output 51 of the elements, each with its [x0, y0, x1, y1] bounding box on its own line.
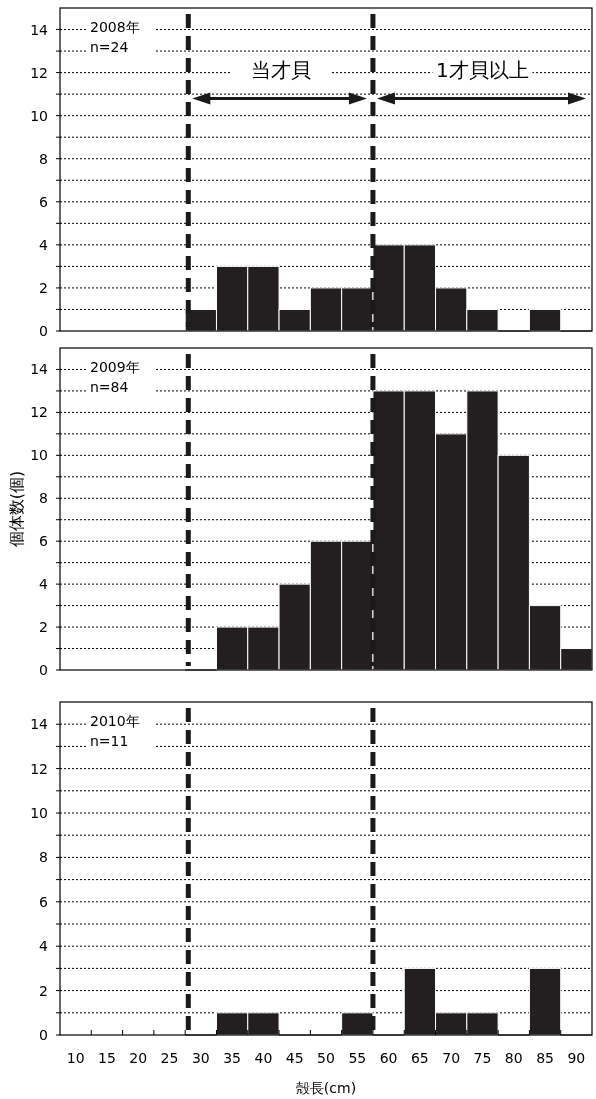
y-tick-label: 4	[39, 236, 49, 253]
y-tick-label: 10	[30, 447, 48, 464]
x-tick-label: 30	[191, 1050, 210, 1066]
y-tick-label: 10	[30, 805, 48, 821]
x-tick-label: 85	[536, 1050, 554, 1066]
y-tick-label: 14	[30, 361, 49, 378]
x-tick-label: 45	[285, 1050, 304, 1066]
x-tick-label: 55	[348, 1050, 367, 1066]
x-tick-label: 40	[254, 1050, 273, 1066]
x-tick-label: 90	[567, 1050, 586, 1066]
annotation: 2009年	[90, 359, 140, 375]
y-tick-label: 8	[39, 490, 48, 507]
annotation: n=84	[90, 379, 129, 395]
y-tick-label: 2	[39, 279, 48, 296]
y-tick-label: 8	[39, 849, 48, 866]
y-tick-label: 0	[39, 323, 48, 339]
y-tick-label: 4	[39, 938, 49, 955]
x-tick-label: 20	[129, 1050, 148, 1066]
annotation: 2010年	[90, 713, 140, 729]
x-tick-label: 50	[317, 1050, 335, 1066]
annotation: 2008年	[90, 19, 140, 35]
y-tick-label: 14	[30, 716, 49, 733]
y-tick-label: 12	[30, 64, 48, 81]
x-tick-label: 65	[410, 1050, 429, 1066]
y-tick-label: 12	[30, 404, 48, 421]
x-tick-label: 15	[98, 1050, 116, 1066]
y-tick-label: 4	[39, 576, 49, 593]
annotation: 当才貝	[250, 57, 311, 82]
x-tick-label: 70	[442, 1050, 461, 1066]
x-tick-label: 25	[160, 1050, 179, 1066]
x-tick-label: 80	[504, 1050, 523, 1066]
x-tick-label: 10	[66, 1050, 85, 1066]
y-axis-title: 個体数(個)	[7, 470, 26, 548]
annotation: n=11	[90, 733, 129, 749]
annotation: 1才貝以上	[436, 57, 529, 82]
x-axis-title: 殻長(cm)	[295, 1080, 357, 1096]
x-tick-label: 60	[379, 1050, 398, 1066]
y-tick-label: 6	[39, 893, 49, 910]
y-tick-label: 6	[39, 193, 49, 210]
y-tick-label: 12	[30, 760, 48, 777]
y-tick-label: 14	[30, 21, 49, 38]
x-tick-label: 35	[223, 1050, 242, 1066]
x-tick-label: 75	[473, 1050, 492, 1066]
annotation: n=24	[90, 39, 129, 55]
y-tick-label: 0	[39, 662, 48, 678]
y-tick-label: 10	[30, 107, 48, 124]
y-tick-label: 6	[39, 533, 49, 550]
y-tick-label: 2	[39, 982, 48, 999]
y-tick-label: 8	[39, 150, 48, 167]
y-tick-label: 0	[39, 1027, 48, 1043]
y-tick-label: 2	[39, 619, 48, 636]
